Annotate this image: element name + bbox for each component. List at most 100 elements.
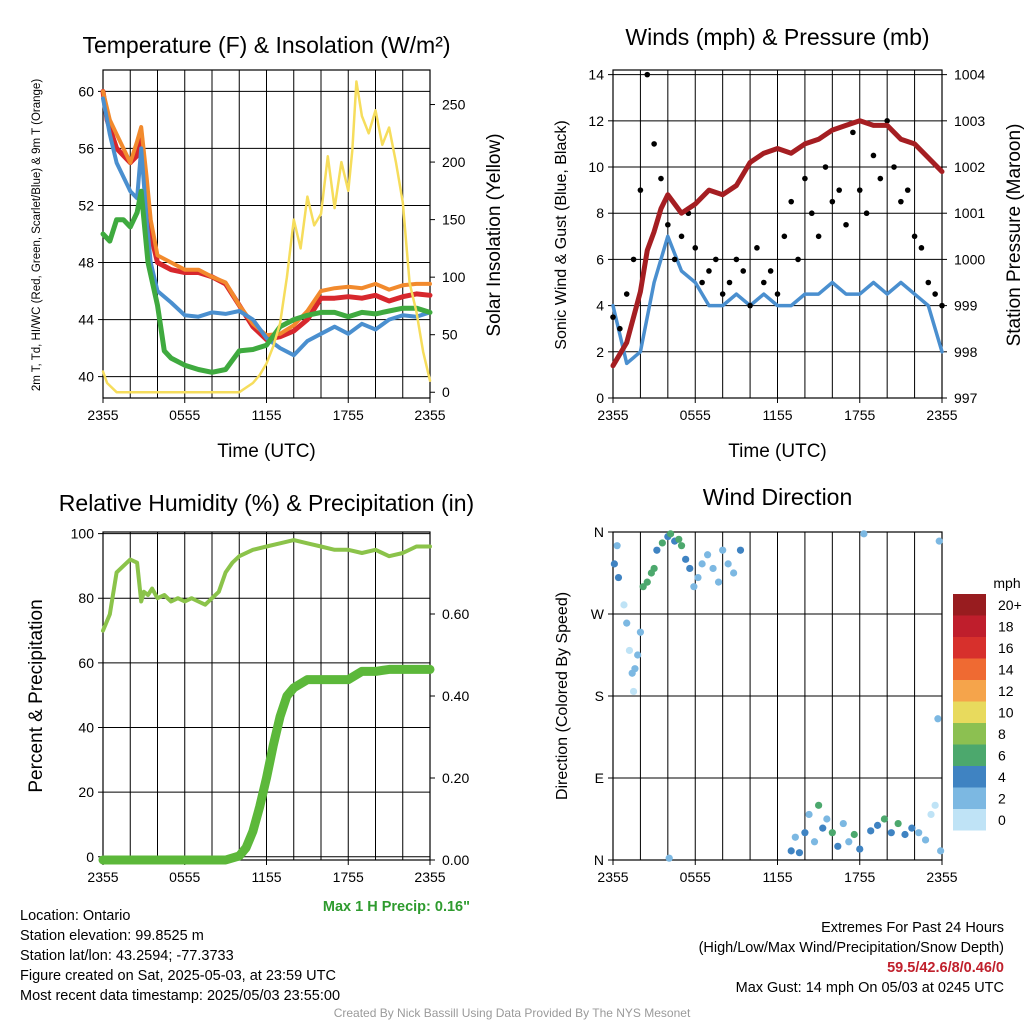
direction-point bbox=[724, 560, 732, 568]
x-tick-label: 2355 bbox=[87, 407, 118, 423]
direction-point bbox=[850, 830, 858, 839]
x-tick-label: 0555 bbox=[169, 869, 200, 885]
direction-point bbox=[927, 810, 935, 819]
gust-point bbox=[850, 129, 856, 136]
legend-swatch bbox=[953, 744, 986, 766]
y2-tick-label: 0 bbox=[442, 384, 450, 400]
x-tick-label: 1755 bbox=[333, 407, 364, 423]
y2-tick-label: 1001 bbox=[954, 205, 985, 221]
direction-point bbox=[698, 560, 706, 568]
direction-point bbox=[823, 815, 831, 823]
extremes-panel: Extremes For Past 24 Hours (High/Low/Max… bbox=[699, 918, 1004, 998]
y2-tick-label: 100 bbox=[442, 269, 466, 285]
gust-point bbox=[678, 233, 685, 240]
y-axis-label: Sonic Wind & Gust (Blue, Black) bbox=[553, 120, 570, 349]
y2-tick-label: 1004 bbox=[954, 67, 985, 83]
gust-point bbox=[610, 314, 616, 320]
direction-point bbox=[908, 824, 916, 832]
gust-point bbox=[651, 141, 657, 147]
direction-point bbox=[634, 651, 642, 659]
legend-label: 4 bbox=[998, 769, 1006, 785]
y-tick-label: S bbox=[595, 688, 604, 704]
legend-label: 16 bbox=[998, 640, 1014, 656]
chart-title: Winds (mph) & Pressure (mb) bbox=[625, 24, 929, 50]
gust-point bbox=[767, 268, 774, 274]
y-tick-label: 4 bbox=[596, 298, 604, 314]
y-tick-label: 40 bbox=[78, 369, 94, 385]
gust-point bbox=[733, 256, 740, 263]
direction-point bbox=[613, 542, 621, 550]
x-tick-label: 2355 bbox=[926, 869, 957, 885]
legend-label: 2 bbox=[998, 791, 1006, 807]
x-tick-label: 0555 bbox=[169, 407, 200, 423]
x-tick-label: 2355 bbox=[414, 407, 445, 423]
y-tick-label: 56 bbox=[78, 140, 94, 156]
y2-tick-label: 250 bbox=[442, 97, 466, 113]
x-tick-label: 0555 bbox=[680, 407, 711, 423]
y-tick-label: 60 bbox=[78, 83, 94, 99]
location-text: Location: Ontario bbox=[20, 908, 131, 924]
direction-point bbox=[694, 573, 702, 582]
legend-label: 0 bbox=[998, 812, 1006, 828]
legend-swatch bbox=[953, 615, 986, 637]
y-axis-label: Percent & Precipitation bbox=[26, 599, 47, 792]
y2-tick-label: 1003 bbox=[954, 113, 985, 129]
wind-series bbox=[611, 234, 944, 366]
extremes-heading: Extremes For Past 24 Hours bbox=[821, 920, 1004, 936]
x-axis-label: Time (UTC) bbox=[728, 441, 827, 462]
gust-point bbox=[706, 268, 712, 274]
y-tick-label: E bbox=[595, 770, 604, 786]
y2-tick-label: 0.20 bbox=[442, 770, 469, 786]
dewpoint-series bbox=[100, 188, 433, 375]
gust-point bbox=[843, 221, 849, 228]
direction-point bbox=[887, 829, 895, 837]
y2-tick-label: 150 bbox=[442, 212, 466, 228]
legend-swatch bbox=[953, 723, 986, 745]
direction-point bbox=[805, 810, 813, 819]
y2-tick-label: 0.60 bbox=[442, 606, 469, 622]
gust-point bbox=[822, 164, 829, 170]
direction-point bbox=[736, 546, 745, 554]
direction-point bbox=[839, 819, 847, 828]
direction-point bbox=[894, 819, 902, 828]
gust-point bbox=[808, 210, 815, 217]
y-tick-label: 60 bbox=[78, 655, 94, 671]
y2-axis-label: Station Pressure (Maroon) bbox=[1004, 124, 1024, 347]
direction-point bbox=[867, 827, 875, 835]
y-tick-label: N bbox=[594, 524, 604, 540]
gust-point bbox=[781, 233, 788, 240]
direction-point bbox=[819, 824, 827, 832]
y-tick-label: 10 bbox=[588, 159, 604, 175]
direction-point bbox=[915, 829, 923, 837]
temperature-9m-series bbox=[101, 89, 432, 338]
legend-swatch bbox=[953, 787, 986, 809]
x-axis-label: Time (UTC) bbox=[217, 441, 316, 462]
credit-text: Created By Nick Bassill Using Data Provi… bbox=[333, 1006, 691, 1020]
direction-point bbox=[828, 829, 836, 837]
extremes-values: 59.5/42.6/8/0.46/0 bbox=[887, 960, 1004, 976]
y2-tick-label: 1002 bbox=[954, 159, 985, 175]
created-text: Figure created on Sat, 2025-05-03, at 23… bbox=[20, 968, 336, 984]
gust-point bbox=[747, 302, 753, 309]
x-tick-label: 2355 bbox=[597, 869, 628, 885]
gust-point bbox=[802, 175, 808, 182]
legend-label: 6 bbox=[998, 748, 1006, 764]
direction-point bbox=[873, 821, 882, 829]
humidity-series bbox=[101, 538, 432, 633]
direction-point bbox=[643, 578, 651, 586]
y-axis-label: Direction (Colored By Speed) bbox=[554, 592, 571, 800]
direction-point bbox=[801, 829, 809, 837]
gust-point bbox=[665, 221, 671, 228]
gust-point bbox=[740, 268, 747, 274]
y2-axis-label: Solar Insolation (Yellow) bbox=[484, 133, 505, 336]
gust-point bbox=[719, 291, 726, 297]
direction-point bbox=[935, 537, 943, 545]
y-tick-label: 44 bbox=[78, 312, 94, 328]
chart-title: Temperature (F) & Insolation (W/m²) bbox=[82, 32, 450, 58]
direction-point bbox=[787, 847, 795, 855]
legend-swatch bbox=[953, 658, 986, 680]
gust-point bbox=[829, 198, 836, 205]
direction-point bbox=[620, 601, 628, 609]
y-tick-label: 14 bbox=[588, 67, 604, 83]
direction-point bbox=[636, 628, 645, 636]
